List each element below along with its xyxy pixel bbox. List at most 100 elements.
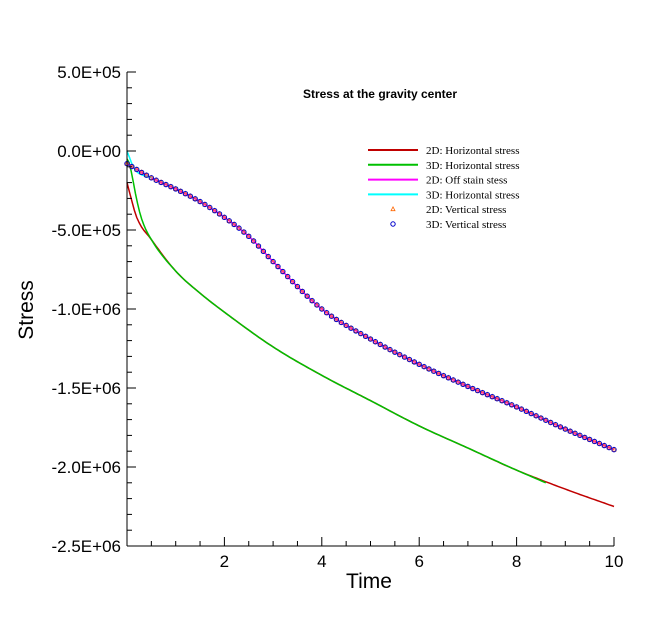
- marker-point: [582, 434, 588, 441]
- marker-point: [528, 410, 534, 417]
- marker-point: [489, 393, 495, 399]
- marker-point: [426, 365, 432, 371]
- marker-point: [241, 228, 247, 234]
- marker-point: [192, 196, 198, 202]
- marker-point: [348, 325, 354, 331]
- marker-point: [153, 177, 159, 183]
- marker-point: [552, 422, 559, 428]
- marker-point: [582, 434, 588, 440]
- marker-point: [260, 248, 267, 254]
- marker-point: [484, 391, 491, 397]
- marker-point: [504, 399, 510, 405]
- marker-point: [285, 273, 291, 280]
- marker-point: [397, 351, 403, 358]
- marker-point: [504, 400, 510, 406]
- marker-point: [518, 405, 525, 412]
- marker-point: [577, 432, 583, 438]
- marker-point: [543, 417, 549, 423]
- marker-point: [134, 166, 140, 173]
- marker-point: [547, 419, 554, 426]
- marker-point: [489, 393, 495, 400]
- marker-point: [387, 346, 393, 353]
- marker-point: [207, 204, 213, 211]
- marker-point: [499, 398, 505, 404]
- marker-point: [523, 408, 530, 415]
- marker-point: [353, 327, 359, 333]
- marker-point: [289, 278, 296, 284]
- marker-point: [450, 377, 456, 383]
- marker-point: [494, 396, 500, 402]
- marker-point: [479, 389, 486, 396]
- y-tick-label: -1.5E+06: [52, 379, 121, 398]
- marker-point: [572, 430, 578, 436]
- marker-point: [397, 351, 403, 357]
- marker-point: [304, 293, 310, 299]
- marker-point: [216, 210, 223, 216]
- marker-point: [207, 204, 213, 210]
- marker-point: [177, 188, 184, 194]
- marker-point: [445, 374, 452, 380]
- y-axis-title: Stress: [15, 280, 38, 340]
- legend: 2D: Horizontal stress 3D: Horizontal stre…: [368, 145, 519, 231]
- marker-point: [177, 188, 184, 194]
- marker-point: [319, 305, 325, 311]
- marker-point: [387, 346, 393, 352]
- y-tick-label: -5.0E+05: [52, 221, 121, 240]
- marker-point: [474, 387, 481, 394]
- y-tick-label: 5.0E+05: [57, 63, 121, 82]
- axes: 5.0E+05 0.0E+00 -5.0E+05 -1.0E+06 -1.5E+06 -2…: [52, 63, 624, 571]
- legend-label: 3D: Horizontal stress: [426, 189, 519, 201]
- legend-label: 3D: Vertical stress: [426, 219, 506, 231]
- marker-point: [143, 172, 150, 178]
- marker-point: [182, 191, 189, 197]
- marker-point: [523, 408, 530, 414]
- series-markers-5: [124, 160, 617, 452]
- marker-point: [513, 404, 520, 410]
- marker-point: [460, 381, 466, 387]
- marker-point: [421, 363, 427, 370]
- marker-point: [173, 185, 179, 191]
- marker-point: [197, 198, 203, 204]
- marker-point: [440, 372, 447, 379]
- marker-point: [231, 221, 237, 228]
- marker-point: [479, 389, 486, 395]
- marker-point: [596, 440, 603, 447]
- marker-point: [343, 322, 349, 328]
- marker-point: [543, 417, 549, 423]
- marker-point: [557, 423, 564, 429]
- plot-area: [124, 150, 617, 508]
- marker-point: [577, 432, 583, 439]
- marker-point: [411, 358, 417, 364]
- marker-point: [338, 319, 344, 325]
- marker-point: [455, 379, 461, 385]
- marker-point: [304, 292, 310, 299]
- marker-point: [548, 419, 554, 425]
- marker-point: [392, 349, 398, 355]
- marker-point: [445, 375, 452, 381]
- series-line-2: [126, 158, 547, 484]
- marker-point: [260, 248, 267, 254]
- marker-point: [440, 372, 447, 378]
- marker-point: [353, 328, 359, 334]
- marker-point: [319, 306, 325, 312]
- series-line-3: [126, 162, 615, 451]
- marker-point: [533, 413, 539, 419]
- marker-point: [484, 391, 491, 398]
- marker-point: [421, 363, 427, 369]
- marker-point: [173, 186, 179, 192]
- x-tick-label: 4: [317, 552, 326, 571]
- marker-point: [411, 359, 418, 365]
- marker-point: [285, 273, 291, 279]
- marker-point: [431, 368, 437, 374]
- marker-point: [611, 446, 617, 452]
- marker-point: [314, 301, 320, 307]
- marker-point: [182, 190, 189, 196]
- legend-swatch-marker: [390, 206, 396, 212]
- marker-point: [538, 415, 544, 421]
- marker-point: [392, 348, 398, 355]
- legend-label: 2D: Horizontal stress: [426, 145, 519, 157]
- marker-point: [362, 333, 369, 339]
- marker-point: [221, 214, 228, 220]
- legend-label: 3D: Horizontal stress: [426, 160, 519, 172]
- marker-point: [552, 421, 559, 427]
